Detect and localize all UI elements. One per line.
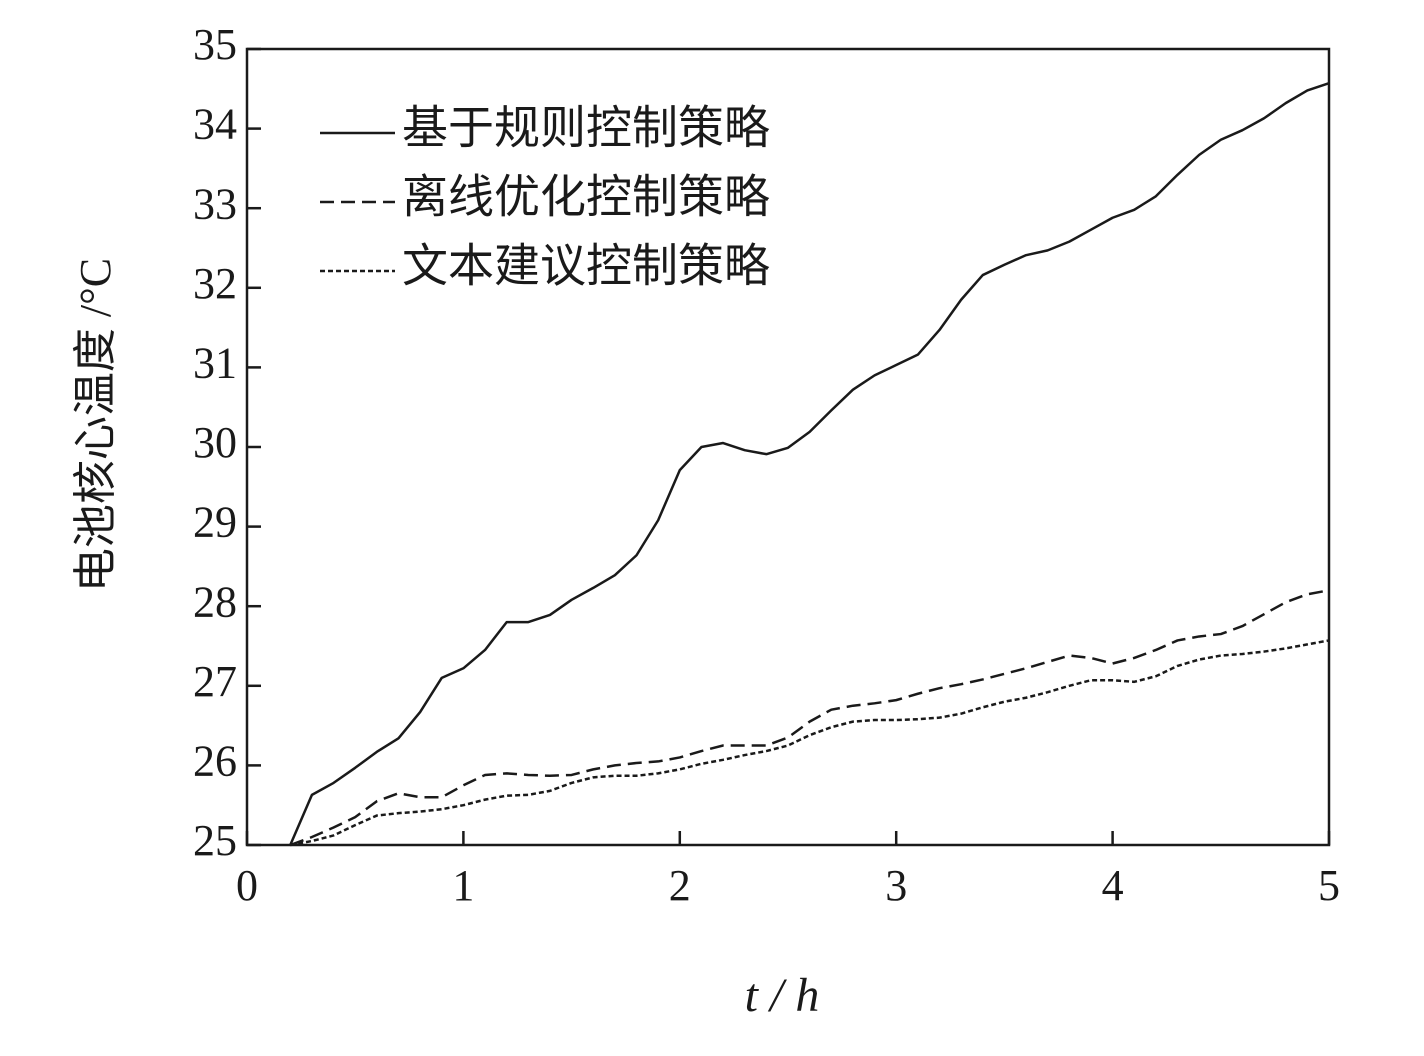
x-tick-label: 5 <box>1318 861 1340 910</box>
y-tick-label: 27 <box>193 657 237 706</box>
y-tick-label: 32 <box>193 259 237 308</box>
y-tick-label: 34 <box>193 100 237 149</box>
y-axis-label: 电池核心温度 /°C <box>71 258 120 592</box>
y-tick-label: 28 <box>193 577 237 626</box>
legend-label: 文本建议控制策略 <box>402 241 770 292</box>
y-tick-label: 35 <box>193 20 237 69</box>
y-tick-label: 31 <box>193 338 237 387</box>
x-tick-label: 3 <box>885 861 907 910</box>
x-axis-label: t / h <box>745 969 820 1022</box>
y-tick-label: 26 <box>193 736 237 785</box>
y-tick-label: 30 <box>193 418 237 467</box>
x-tick-label: 1 <box>452 861 474 910</box>
y-tick-label: 29 <box>193 498 237 547</box>
x-tick-label: 0 <box>236 861 258 910</box>
series-line <box>290 639 1330 847</box>
y-tick-label: 33 <box>193 179 237 228</box>
legend-label: 基于规则控制策略 <box>402 103 770 154</box>
x-tick-label: 2 <box>669 861 691 910</box>
legend-label: 离线优化控制策略 <box>402 172 770 223</box>
series-line <box>289 589 1330 847</box>
y-tick-label: 25 <box>193 816 237 865</box>
x-tick-label: 4 <box>1102 861 1124 910</box>
series-line <box>289 82 1330 846</box>
